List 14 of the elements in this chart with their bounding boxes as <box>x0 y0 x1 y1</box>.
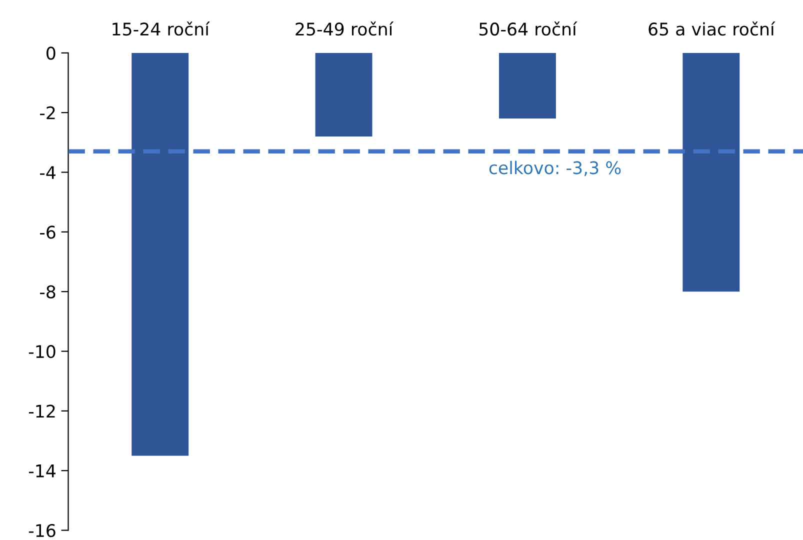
y-tick-label: -10 <box>28 344 56 358</box>
y-tick-label: -6 <box>40 226 56 239</box>
y-tick-label: -2 <box>40 106 55 120</box>
y-tick-label: -8 <box>40 285 56 298</box>
y-tick-label: -14 <box>28 464 56 478</box>
x-tick-label: 15-24 roční <box>112 22 210 36</box>
y-tick-label: -16 <box>28 524 56 538</box>
y-tick-label: -4 <box>40 166 56 179</box>
x-tick-label: 65 a viac roční <box>648 22 776 36</box>
x-tick-label: 50-64 roční <box>479 22 578 36</box>
y-tick-label: 0 <box>46 46 56 60</box>
y-tick-label: -12 <box>28 404 55 418</box>
x-tick-label: 25-49 roční <box>296 22 394 36</box>
ref-line-label: celkovo: -3,3 % <box>489 160 621 176</box>
